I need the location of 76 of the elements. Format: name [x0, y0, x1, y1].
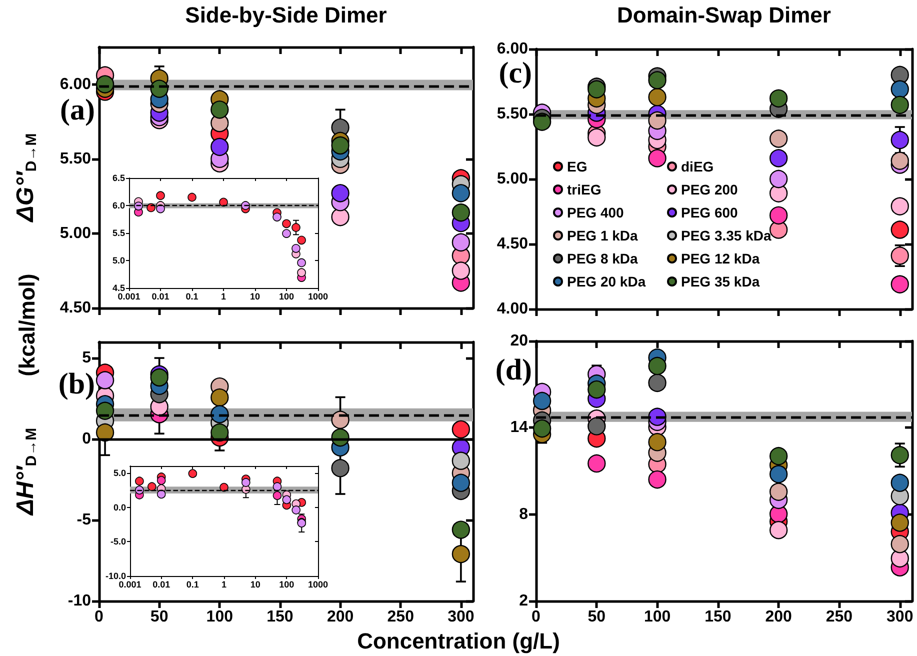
x-tick-label: 200 [326, 608, 354, 626]
legend-label: PEG 3.35 kDa [681, 228, 772, 244]
y-tick-label: 5.00 [60, 224, 92, 242]
y-tick-label: 5.50 [496, 106, 528, 122]
y-tick-label: 5.50 [60, 150, 92, 168]
legend-label: diEG [681, 158, 714, 174]
legend-label: EG [567, 158, 588, 174]
y-axis-title: ΔG°′D→M [12, 133, 40, 223]
y-tick-label: 5.00 [496, 170, 528, 188]
y-tick-label: -5 [76, 512, 92, 529]
text: (a) [60, 94, 95, 126]
x-tick-label: 100 [278, 292, 294, 302]
y-tick-label: 2 [519, 592, 528, 610]
y-tick-label: 4.50 [60, 300, 92, 316]
y-tick-label: 4.50 [496, 236, 528, 252]
x-tick-label: 10 [250, 580, 260, 590]
x-tick-label: 250 [826, 608, 853, 626]
legend-label: PEG 12 kDa [681, 250, 760, 266]
x-tick-label: 1 [221, 580, 227, 590]
y-tick-label: 6.00 [496, 40, 528, 58]
y-tick-label: 5 [82, 350, 92, 367]
x-tick-label: 0.01 [152, 580, 170, 590]
x-tick-label: 100 [644, 608, 671, 626]
x-tick-label: 1000 [308, 580, 328, 590]
chart-title: Side-by-Side Dimer [185, 2, 388, 28]
y-tick-label: 6.00 [60, 76, 92, 93]
y-tick-label: 0.0 [113, 502, 126, 512]
y-tick-label: 4.00 [496, 300, 528, 318]
y-axis-title: ΔH°′D→M [12, 428, 40, 516]
x-tick-label: 1000 [308, 292, 328, 302]
x-tick-label: 50 [588, 608, 606, 626]
legend-label: PEG 600 [681, 204, 738, 220]
x-tick-label: 200 [765, 608, 792, 626]
text: (d) [495, 354, 532, 386]
y-tick-label: 8 [519, 506, 528, 523]
legend-label: PEG 8 kDa [567, 250, 638, 266]
y-tick-label: 6.0 [112, 200, 125, 210]
legend-label: PEG 20 kDa [567, 274, 646, 290]
x-tick-label: 0.001 [118, 292, 140, 302]
x-tick-label: 0 [94, 608, 104, 626]
x-tick-label: 10 [250, 292, 260, 302]
text: (b) [58, 368, 95, 400]
y-tick-label: 14 [510, 419, 528, 436]
x-tick-label: 0.1 [186, 292, 198, 302]
y-tick-label: -10 [68, 592, 92, 610]
y-tick-label: 6.5 [112, 173, 125, 183]
text: (c) [498, 56, 532, 90]
x-tick-label: 0.001 [118, 580, 142, 590]
y-tick-label: 5.0 [113, 468, 126, 478]
x-tick-label: 300 [886, 608, 914, 626]
chart-title: Domain-Swap Dimer [617, 2, 832, 28]
legend-label: PEG 200 [681, 182, 738, 198]
y-tick-label: 0 [82, 430, 92, 448]
y-tick-label: 4.5 [112, 283, 125, 293]
x-tick-label: 100 [279, 580, 294, 590]
x-tick-label: 0.01 [152, 292, 170, 302]
x-tick-label: 0.1 [186, 580, 199, 590]
x-tick-label: 150 [704, 608, 732, 626]
y-tick-label: -10.0 [105, 571, 126, 581]
x-tick-label: 300 [448, 608, 474, 626]
y-tick-label: 20 [510, 332, 528, 350]
legend-label: PEG 1 kDa [567, 228, 638, 244]
y-tick-label: -5.0 [110, 536, 126, 547]
legend-label: PEG 400 [567, 204, 624, 220]
legend-label: triEG [567, 182, 602, 198]
x-tick-label: 0 [532, 608, 541, 626]
x-tick-label: 100 [206, 608, 234, 626]
x-tick-label: 250 [387, 608, 414, 626]
y-tick-label: 5.0 [112, 256, 125, 266]
x-tick-label: 1 [220, 292, 226, 302]
x-tick-label: 50 [150, 608, 168, 626]
legend-label: PEG 35 kDa [681, 274, 760, 290]
x-tick-label: 150 [266, 608, 294, 626]
text: (kcal/mol) [14, 274, 40, 376]
x-axis-title: Concentration (g/L) [357, 628, 560, 654]
y-tick-label: 5.5 [112, 228, 125, 238]
